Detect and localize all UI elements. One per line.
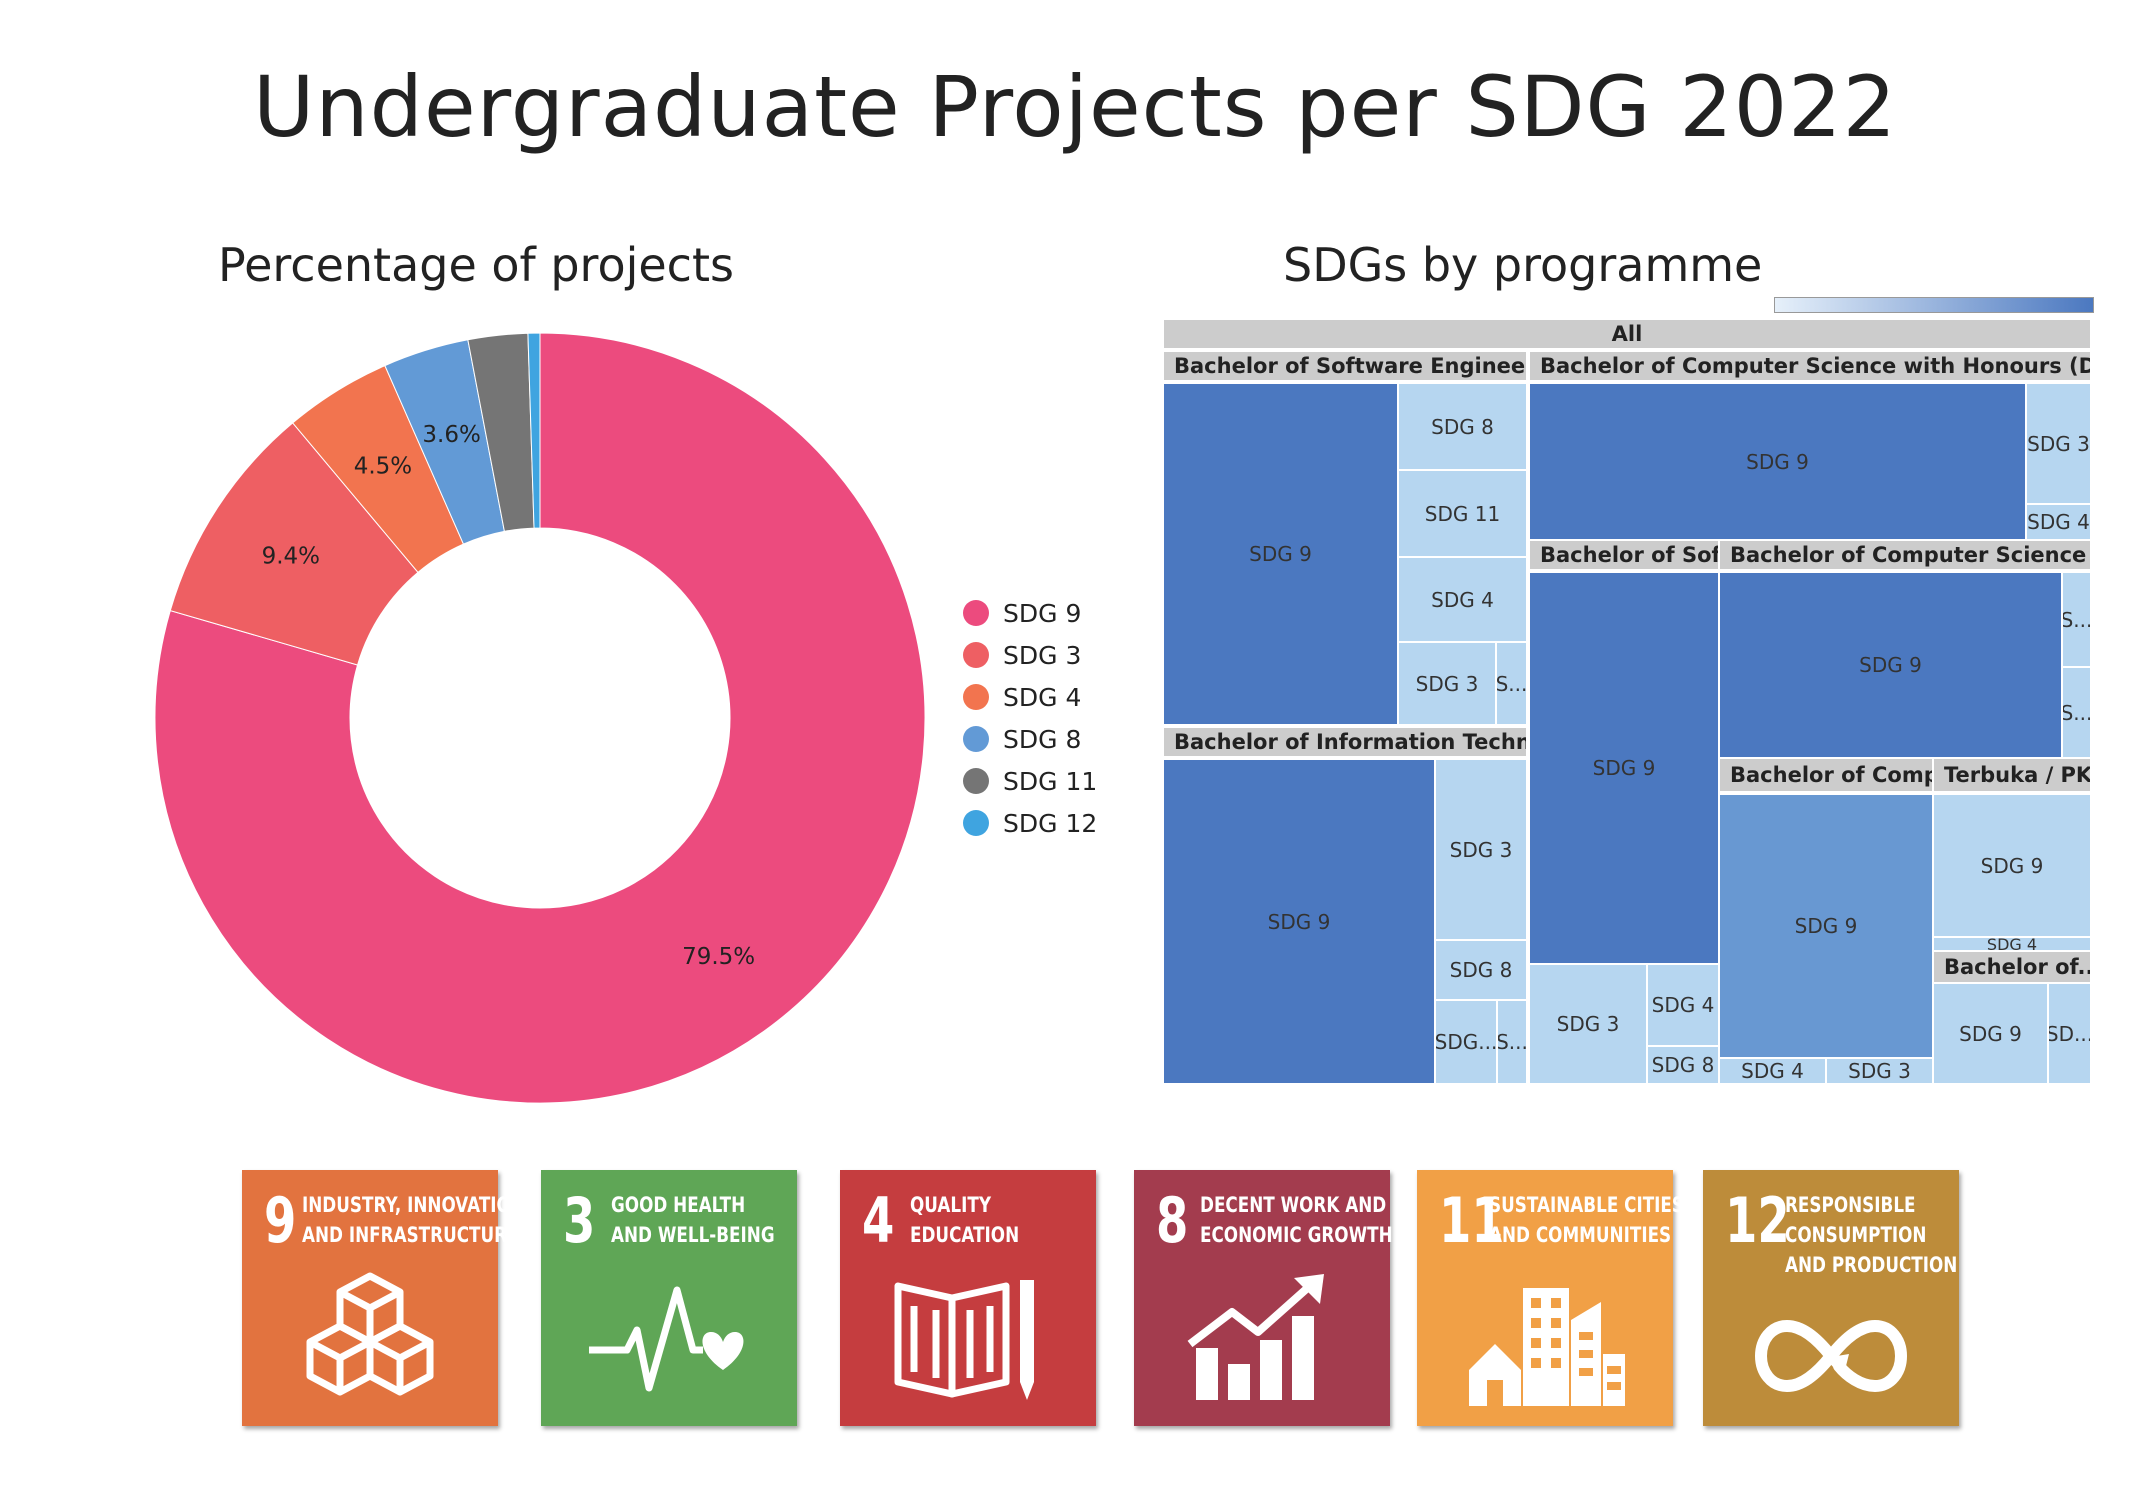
treemap-cell[interactable]: SDG 9 [1933,983,2048,1084]
legend-swatch [963,684,989,710]
treemap-group-header[interactable]: Bachelor of Comp... [1719,758,1933,792]
legend-label: SDG 9 [1003,598,1082,628]
page-title: Undergraduate Projects per SDG 2022 [252,58,1898,156]
sdg-tile-number: 11 [1439,1184,1504,1257]
treemap-cell[interactable]: SDG 4 [1719,1058,1826,1084]
treemap-cell[interactable]: SD... [2048,983,2091,1084]
cubes-icon [306,1272,434,1396]
sdg-tile-text: INDUSTRY, INNOVATION AND INFRASTRUCTURE [302,1193,525,1247]
sdg-3-tile: 3 GOOD HEALTH AND WELL-BEING [541,1170,797,1426]
donut-data-label: 3.6% [422,422,480,448]
sdg-tile-number: 9 [264,1184,297,1257]
sdg-tile-text: GOOD HEALTH AND WELL-BEING [611,1193,775,1247]
sdg-8-tile: 8 DECENT WORK AND ECONOMIC GROWTH [1134,1170,1393,1426]
treemap-group-header[interactable]: Bachelor of Soft... [1529,540,1719,570]
legend-swatch [963,600,989,626]
treemap-cell[interactable]: SDG 4 [1933,937,2091,951]
legend-item[interactable]: SDG 9 [963,592,1097,634]
treemap-cell[interactable]: SDG... [1435,1000,1497,1084]
legend-item[interactable]: SDG 4 [963,676,1097,718]
donut-data-label: 79.5% [682,944,755,970]
treemap-cell[interactable]: SDG 9 [1719,572,2062,758]
treemap-cell[interactable]: S... [1497,1000,1527,1084]
infinity-icon [1754,1319,1908,1393]
sdg-tile-number: 4 [862,1184,895,1257]
treemap-cell[interactable]: SDG 9 [1163,759,1435,1084]
treemap-cell[interactable]: SDG 3 [1398,642,1496,725]
sdg-11-tile: 11 SUSTAINABLE CITIES AND COMMUNITIES [1417,1170,1684,1426]
treemap-cell[interactable]: S... [1496,642,1527,725]
treemap-group-header[interactable]: Bachelor of... [1933,951,2091,983]
treemap-cell[interactable]: SDG 3 [1826,1058,1933,1084]
sdg-tile-text: QUALITY EDUCATION [910,1193,1020,1247]
treemap-cell[interactable]: S... [2062,572,2091,667]
treemap-cell[interactable]: SDG 8 [1647,1046,1719,1084]
legend-swatch [963,768,989,794]
treemap-group-header[interactable]: Bachelor of Computer Science with Honour… [1529,351,2091,381]
treemap-cell[interactable]: SDG 4 [1647,964,1719,1046]
legend-item[interactable]: SDG 8 [963,718,1097,760]
legend-label: SDG 11 [1003,766,1098,796]
treemap-cell[interactable]: SDG 9 [1163,383,1398,725]
donut-chart-title: Percentage of projects [218,238,734,292]
treemap-cell[interactable]: SDG 3 [2026,383,2091,504]
treemap-cell[interactable]: SDG 9 [1529,383,2026,540]
legend-item[interactable]: SDG 12 [963,802,1097,844]
treemap-cell[interactable]: SDG 3 [1529,964,1647,1084]
donut-legend: SDG 9 SDG 3 SDG 4 SDG 8 SDG 11 SDG 12 [963,592,1097,844]
sdg-tile-text: DECENT WORK AND ECONOMIC GROWTH [1200,1193,1393,1247]
treemap-group-header[interactable]: Bachelor of Computer Science wi... [1719,540,2091,570]
legend-label: SDG 3 [1003,640,1082,670]
treemap-cell[interactable]: SDG 9 [1933,794,2091,937]
treemap-cell[interactable]: SDG 8 [1435,940,1527,1000]
treemap-cell[interactable]: SDG 8 [1398,383,1527,470]
donut-slice[interactable] [527,332,541,529]
book-pencil-icon [894,1280,1034,1400]
legend-item[interactable]: SDG 3 [963,634,1097,676]
treemap-group-header[interactable]: Bachelor of Software Engineerin... [1163,351,1527,381]
sdg-tile-text: SUSTAINABLE CITIES AND COMMUNITIES [1489,1193,1685,1247]
sdg-tile-number: 3 [563,1184,596,1257]
heartbeat-icon [589,1286,744,1392]
legend-swatch [963,810,989,836]
legend-swatch [963,642,989,668]
donut-data-label: 9.4% [262,543,320,569]
legend-label: SDG 4 [1003,682,1082,712]
legend-item[interactable]: SDG 11 [963,760,1097,802]
legend-label: SDG 8 [1003,724,1082,754]
growth-chart-icon [1187,1274,1324,1400]
sdg-4-tile: 4 QUALITY EDUCATION [840,1170,1096,1426]
treemap-cell[interactable]: SDG 9 [1529,572,1719,964]
legend-label: SDG 12 [1003,808,1098,838]
color-scale-bar [1774,297,2094,313]
donut-slice[interactable] [154,332,926,1104]
sdg-tile-number: 8 [1156,1184,1189,1257]
treemap-cell[interactable]: SDG 11 [1398,470,1527,557]
treemap-cell[interactable]: S... [2062,667,2091,758]
sdg-9-tile: 9 INDUSTRY, INNOVATION AND INFRASTRUCTUR… [242,1170,525,1426]
treemap-cell[interactable]: SDG 3 [1435,759,1527,940]
city-icon [1469,1288,1625,1406]
treemap-cell[interactable]: SDG 4 [1398,557,1527,642]
sdg-tile-number: 12 [1725,1184,1790,1257]
sdg-12-tile: 12 RESPONSIBLE CONSUMPTION AND PRODUCTIO… [1703,1170,1959,1426]
donut-data-label: 4.5% [354,453,412,479]
treemap-group-header[interactable]: Terbuka / PKP [1933,758,2091,792]
treemap-cell[interactable]: SDG 9 [1719,794,1933,1058]
treemap-group-header[interactable]: Bachelor of Information Technol... [1163,727,1527,757]
treemap-cell[interactable]: SDG 4 [2026,504,2091,540]
legend-swatch [963,726,989,752]
treemap-title: SDGs by programme [1283,238,1763,292]
treemap-root-header[interactable]: All [1163,319,2091,349]
sdg-tile-text: RESPONSIBLE CONSUMPTION AND PRODUCTION [1785,1193,1958,1277]
